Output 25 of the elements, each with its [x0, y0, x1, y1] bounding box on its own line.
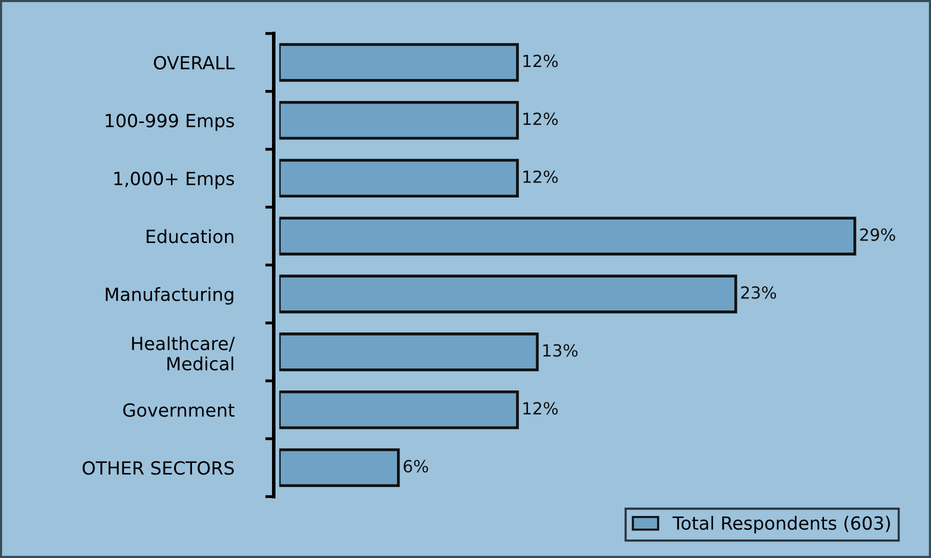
y-tick-label: 100-999 Emps — [106, 114, 234, 131]
y-tick-label: OVERALL — [154, 56, 235, 70]
bar — [279, 100, 519, 140]
y-tick-label: 1,000+ Emps — [114, 172, 234, 189]
bar — [279, 274, 738, 314]
data-label: 12% — [523, 170, 558, 184]
data-label: 6% — [404, 460, 428, 473]
data-label: 29% — [860, 228, 896, 241]
y-tick-label: Education — [146, 229, 234, 244]
y-tick-label: Manufacturing — [106, 287, 234, 305]
data-label: 12% — [523, 54, 558, 68]
y-tick-label: OTHER SECTORS — [82, 461, 234, 475]
bar — [279, 43, 519, 82]
y-tick-label: Government — [123, 403, 234, 417]
bar — [279, 216, 856, 256]
data-label: 23% — [741, 286, 776, 299]
legend-label: Total Respondents (603) — [672, 516, 890, 534]
bar — [279, 390, 519, 430]
bar — [279, 332, 539, 372]
data-label: 12% — [523, 402, 558, 415]
data-label: 13% — [543, 344, 578, 357]
data-label: 12% — [523, 112, 558, 126]
y-tick-label: Healthcare/ Medical — [132, 336, 235, 370]
bar — [279, 158, 519, 198]
bar — [279, 448, 400, 488]
